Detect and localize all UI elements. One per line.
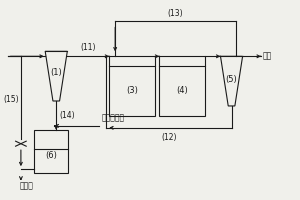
Text: (12): (12) xyxy=(161,133,177,142)
Text: (6): (6) xyxy=(45,151,57,160)
Text: (15): (15) xyxy=(4,95,20,104)
Text: (3): (3) xyxy=(126,86,138,95)
Bar xyxy=(159,56,205,116)
Text: (13): (13) xyxy=(168,9,183,18)
Text: (14): (14) xyxy=(59,111,75,120)
Text: (11): (11) xyxy=(80,43,96,52)
Bar xyxy=(109,56,155,116)
Text: (4): (4) xyxy=(176,86,188,95)
Text: (1): (1) xyxy=(50,68,62,77)
Text: 有机废弃物: 有机废弃物 xyxy=(102,114,125,123)
Text: (5): (5) xyxy=(226,75,237,84)
Text: 废污泥: 废污泥 xyxy=(20,181,33,190)
Bar xyxy=(34,130,68,173)
Text: 剩余: 剩余 xyxy=(262,52,272,61)
